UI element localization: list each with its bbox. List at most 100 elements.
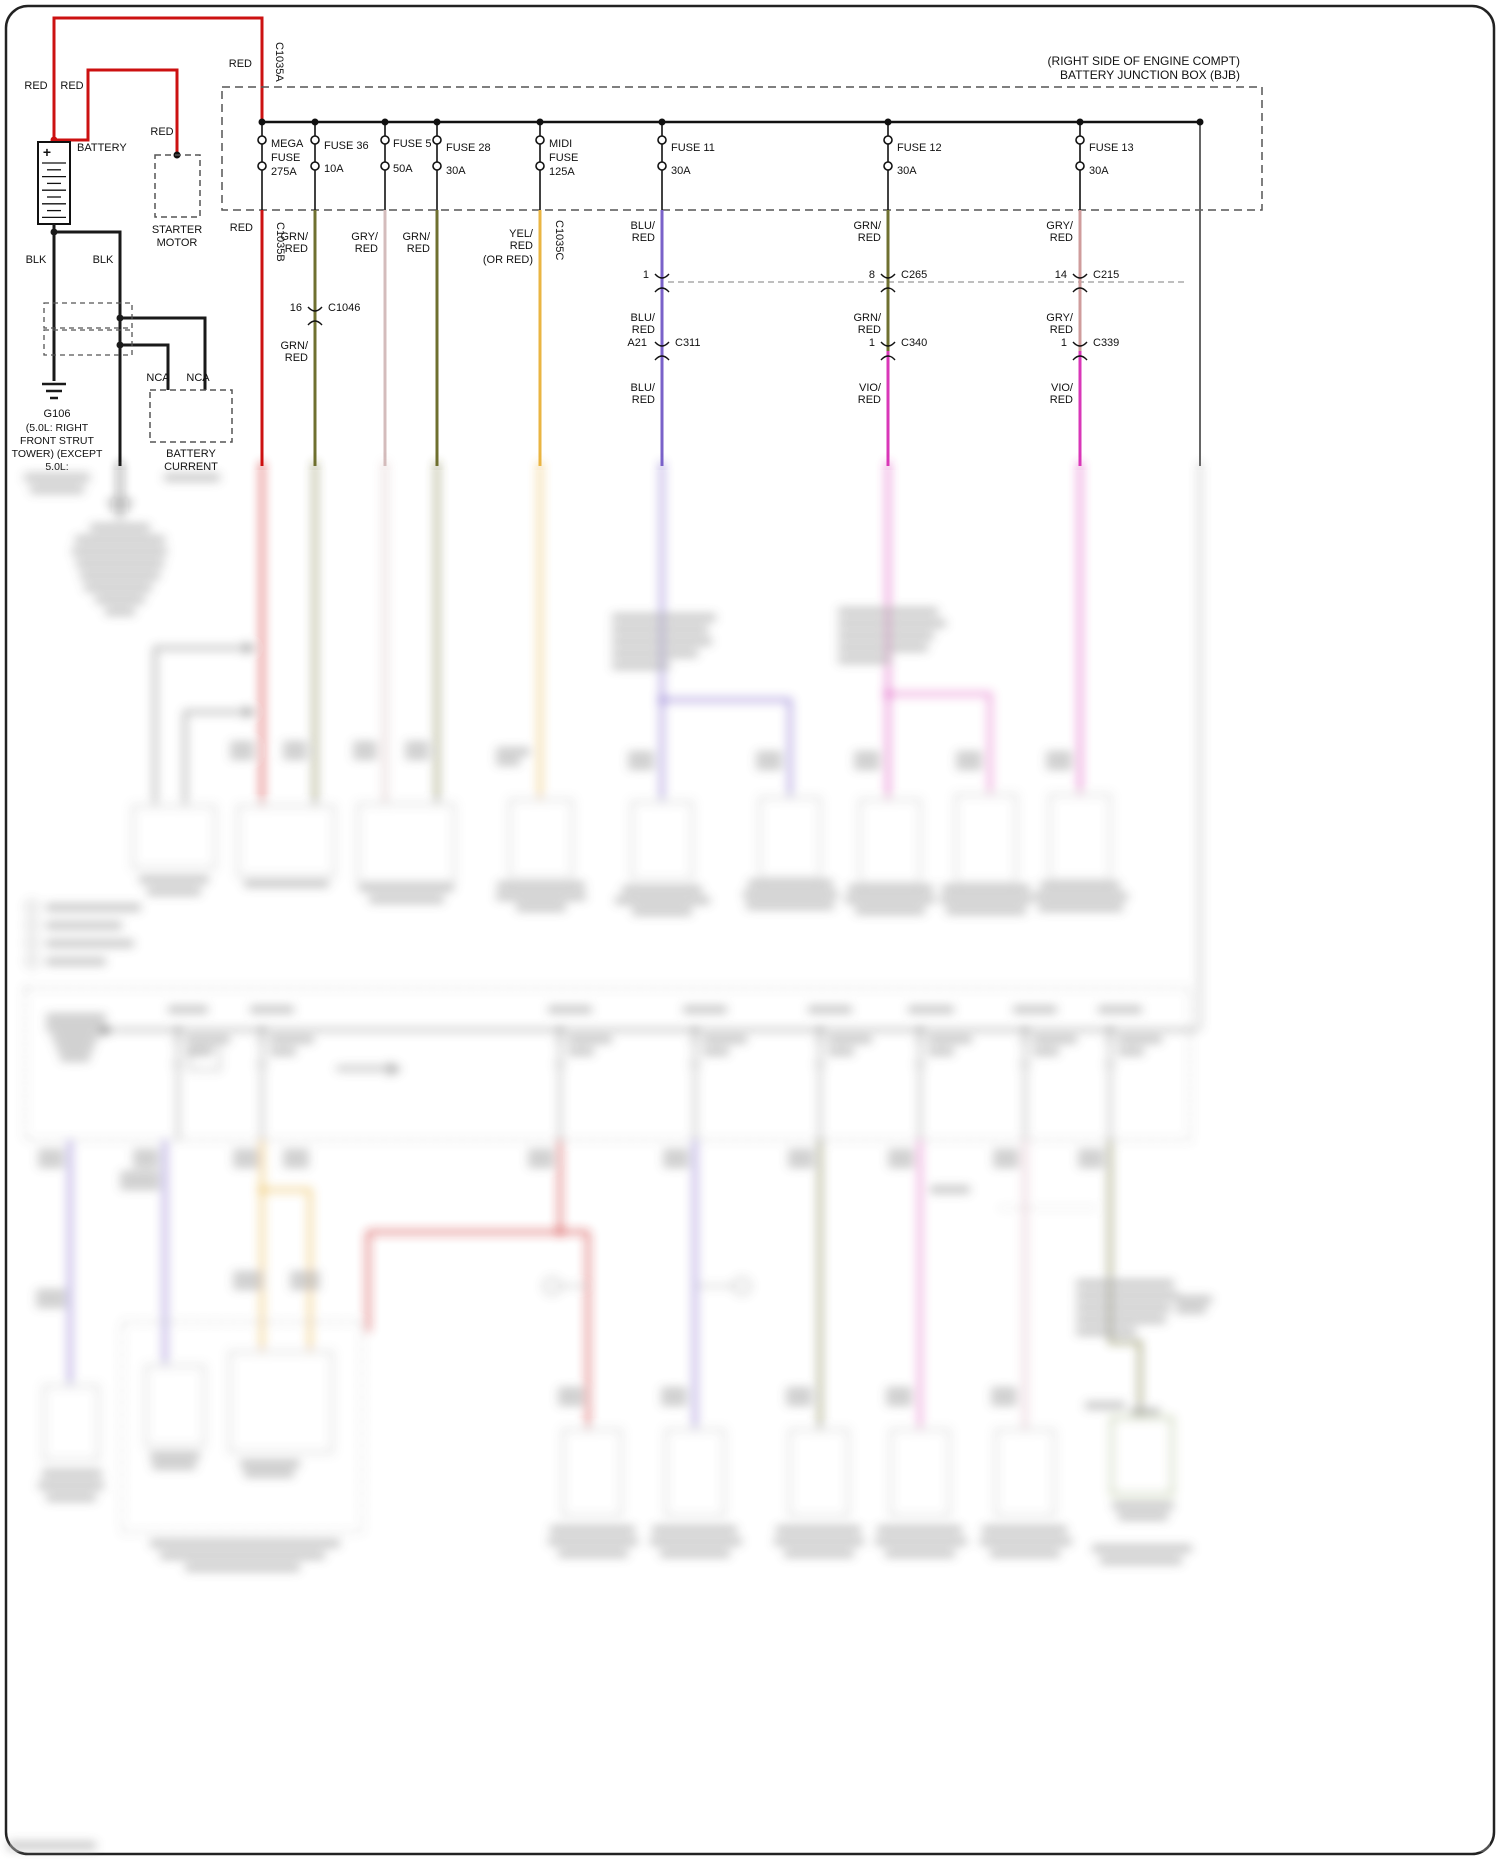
fuse-36-label: FUSE 36: [324, 140, 369, 152]
wire-color-label: RED: [510, 240, 533, 252]
starter-motor-label: STARTER: [152, 224, 202, 236]
blurred-splice-icons: [543, 1277, 751, 1295]
blur-wash-overlay: [10, 470, 1490, 1852]
bjb-box-title: BATTERY JUNCTION BOX (BJB): [1060, 68, 1240, 82]
wire-color-label: RED: [858, 232, 881, 244]
wire-color-label: RED: [1050, 324, 1073, 336]
fuse-5-label: FUSE 5: [393, 138, 432, 150]
blurred-component-boxes-row1: [132, 794, 1111, 884]
wire-color-label: BLU/: [631, 220, 656, 232]
connector-label: C1035C: [553, 220, 565, 260]
bjb-bus: [262, 120, 1201, 466]
ground-desc-line: (5.0L: RIGHT: [26, 422, 89, 434]
junction-dot: [116, 341, 124, 349]
junction-dot: [50, 228, 58, 236]
connector-label: C265: [901, 269, 927, 281]
wire-color-label: GRN/: [854, 220, 882, 232]
blurred-legend-icons: [25, 900, 39, 968]
connector-break-icon: [880, 341, 896, 361]
pin-number: 1: [643, 269, 649, 281]
fuse-mega-label: FUSE: [271, 152, 300, 164]
blurred-text-blobs: [8, 474, 1212, 1849]
circuit-wire-c3: GRY/ RED: [351, 210, 387, 466]
fuse-12-label: 30A: [897, 165, 917, 177]
wire-color-label: VIO/: [859, 382, 882, 394]
blurred-lower-fuse-symbols: [173, 1027, 1115, 1140]
battery-symbol: +: [37, 141, 71, 225]
battery-label: BATTERY: [77, 142, 127, 154]
wire-color-label: GRN/: [854, 312, 882, 324]
fuse-28-label: 30A: [446, 165, 466, 177]
pin-number: 16: [290, 302, 302, 314]
connector-break-icon: [880, 273, 896, 293]
wire-color-label: RED: [858, 394, 881, 406]
fuse-13-label: 30A: [1089, 165, 1109, 177]
wire-color-label: RED: [230, 222, 253, 234]
ground-name: G106: [44, 408, 71, 420]
wire-color-label: RED: [407, 243, 430, 255]
fuse-28-symbol: [432, 122, 442, 210]
wire-color-label: GRN/: [281, 340, 309, 352]
wire-color-label: RED: [24, 80, 47, 92]
connector-break-icon: [654, 273, 670, 293]
battery-current-sensor-box: NCA NCA BATTERY CURRENT: [146, 372, 233, 473]
connector-label: C1035B: [274, 222, 286, 262]
wire-color-label: BLU/: [631, 312, 656, 324]
bjb-dashed-box: [221, 86, 1263, 211]
nca-label: NCA: [146, 372, 170, 384]
circuit-wire-c1: RED C1035B: [230, 210, 286, 466]
fuse-5-symbol: [380, 122, 390, 210]
connector-label: C1046: [328, 302, 360, 314]
wire-color-label: GRY/: [1046, 312, 1074, 324]
fuse-28-label: FUSE 28: [446, 142, 491, 154]
wire-color-label: RED: [285, 352, 308, 364]
connector-break-icon: [1072, 273, 1088, 293]
blurred-gray-links: [153, 646, 244, 806]
battery-current-sensor-label: CURRENT: [164, 461, 218, 473]
circuit-wire-c4: GRN/ RED: [403, 210, 439, 466]
wire-color-label: RED: [355, 243, 378, 255]
fuse-36-symbol: [310, 122, 320, 210]
pin-number: 1: [869, 337, 875, 349]
circuit-wire-c2: GRN/ RED 16 C1046 GRN/ RED: [281, 210, 360, 466]
connector-break-icon: [307, 306, 323, 326]
fuse-36-label: 10A: [324, 163, 344, 175]
fuse-11-symbol: [657, 122, 667, 210]
circuit-wire-c6: BLU/ RED 1 BLU/ RED A21 C311 BLU/ RED: [627, 210, 700, 466]
wire-color-label: GRY/: [351, 231, 379, 243]
blurred-wire-drops-row2: [68, 1140, 1142, 1430]
wire-color-label: RED: [1050, 232, 1073, 244]
ground-desc-line: 5.0L:: [45, 461, 68, 473]
wire-color-label: RED: [60, 80, 83, 92]
fuse-mega-symbol: [257, 122, 267, 210]
battery-plus-sign: +: [43, 144, 51, 160]
wire-color-label: GRY/: [1046, 220, 1074, 232]
starter-motor-box: STARTER MOTOR: [152, 154, 202, 249]
page-border: [4, 4, 1496, 1856]
wire-color-label: RED: [229, 58, 252, 70]
wire-color-label: RED: [858, 324, 881, 336]
wire-color-label: RED: [632, 394, 655, 406]
pin-number: A21: [627, 337, 647, 349]
connector-break-icon: [654, 341, 670, 361]
wire-color-label: BLK: [26, 254, 47, 266]
circuit-wire-c8: GRY/ RED 14 C215 GRY/ RED 1 C339 VIO/ RE…: [1046, 210, 1119, 466]
connector-label: C340: [901, 337, 927, 349]
pin-number: 1: [1061, 337, 1067, 349]
wire-color-label: RED: [632, 324, 655, 336]
fuse-11-label: 30A: [671, 165, 691, 177]
blurred-lower-fusebox: [24, 987, 1191, 1141]
blurred-arrow-icon: [388, 1062, 402, 1076]
circuit-wire-c7: GRN/ RED 8 C265 GRN/ RED 1 C340 VIO/ RED: [854, 210, 927, 466]
wire-color-label: YEL/: [509, 228, 534, 240]
wire-color-label: RED: [1050, 394, 1073, 406]
blurred-wire-drops-row1: [260, 462, 1082, 810]
wire-color-label: RED: [285, 243, 308, 255]
midi-fuse-label: FUSE: [549, 152, 578, 164]
connector-label: C1035A: [273, 42, 285, 82]
pin-number: 8: [869, 269, 875, 281]
fuse-13-symbol: [1075, 122, 1085, 210]
ground-desc-line: FRONT STRUT: [20, 435, 94, 447]
